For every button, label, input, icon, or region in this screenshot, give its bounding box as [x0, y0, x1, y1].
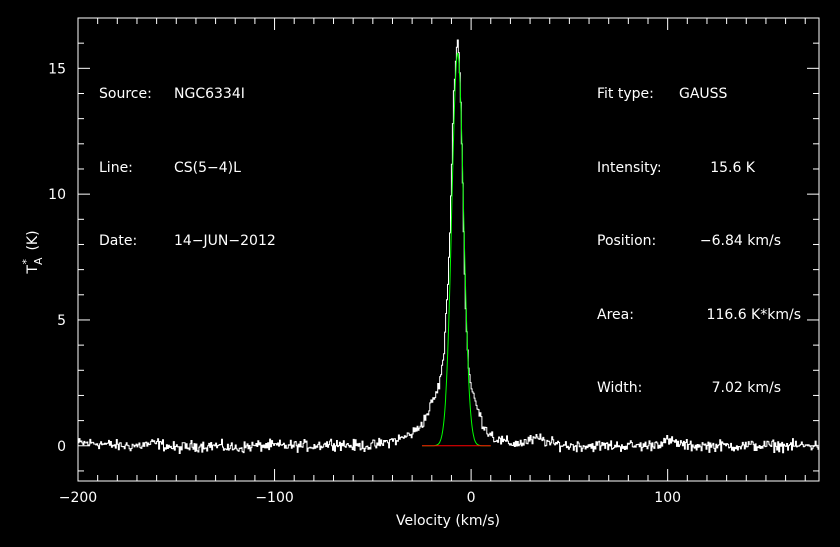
position-value: −6.84 km/s	[699, 233, 781, 249]
x-tick-label: 0	[467, 490, 476, 506]
date-label: Date:	[99, 233, 138, 249]
source-label: Source:	[99, 86, 152, 102]
source-value: NGC6334I	[174, 86, 245, 102]
x-tick-label: −200	[59, 490, 97, 506]
y-tick-label: 5	[57, 313, 66, 329]
width-value: 7.02 km/s	[711, 380, 781, 396]
y-tick-label: 0	[57, 439, 66, 455]
date-value: 14−JUN−2012	[174, 233, 276, 249]
y-tick-label: 15	[48, 61, 66, 77]
plot-frame	[77, 17, 820, 482]
position-label: Position:	[597, 233, 657, 249]
spectrum-line	[78, 39, 819, 454]
fit-type-value: GAUSS	[679, 86, 728, 102]
intensity-value: 15.6 K	[710, 159, 755, 176]
line-value: CS(5−4)L	[174, 159, 241, 176]
intensity-label: Intensity:	[597, 159, 662, 176]
source-info-panel: Source: NGC6334I Line: CS(5−4)L Date: 14−JU…	[99, 33, 276, 278]
x-axis-label: Velocity (km/s)	[396, 513, 500, 529]
line-label: Line:	[99, 159, 133, 176]
y-axis-label: TA* (K)	[20, 230, 45, 274]
fit-type-label: Fit type:	[597, 86, 654, 102]
area-label: Area:	[597, 306, 634, 323]
svg-text:TA* (K): TA* (K)	[20, 230, 45, 274]
width-label: Width:	[597, 380, 643, 396]
x-tick-label: −100	[255, 490, 293, 506]
fit-results-panel: Fit type: GAUSS Intensity: 15.6 K Position…	[597, 33, 801, 425]
x-tick-label: 100	[654, 490, 681, 506]
area-value: 116.6 K*km/s	[706, 306, 801, 323]
gaussian-fit-line	[422, 52, 491, 447]
y-tick-label: 10	[48, 187, 66, 203]
